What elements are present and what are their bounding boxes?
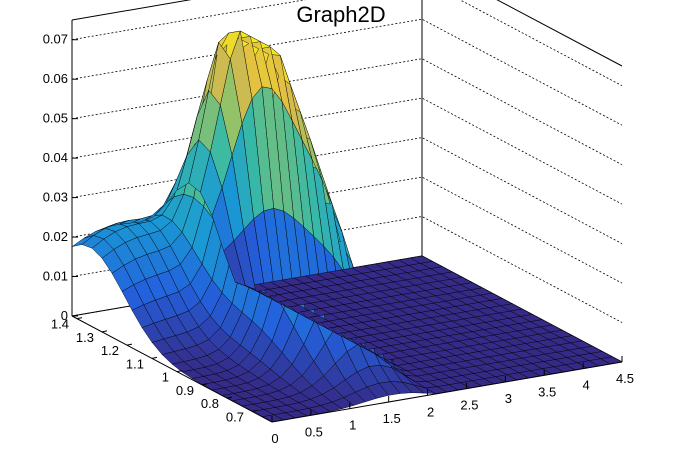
y-tick-mark-7 xyxy=(76,317,83,320)
z-tick-label: 0.03 xyxy=(43,190,68,205)
surface-mesh xyxy=(71,30,623,423)
x-tick-label: 3.5 xyxy=(538,384,556,399)
axis-ticks: 0 0.01 0.02 0.03 0.04 0.05 0.06 0.07 0 0.5 1 1.5 2 2.… xyxy=(43,32,634,446)
x-tick-label: 1.5 xyxy=(383,411,401,426)
z-tick-label: 0.06 xyxy=(43,71,68,86)
y-tick-label: 1.4 xyxy=(51,317,69,332)
surface-cell-599 xyxy=(71,235,94,247)
y-tick-label: 1.1 xyxy=(126,356,144,371)
y-tick-label: 0.9 xyxy=(176,383,194,398)
x-tick-label: 2 xyxy=(427,404,434,419)
y-tick-mark-2 xyxy=(201,383,208,386)
chart-title: Graph2D xyxy=(296,2,385,27)
axis-line-1 xyxy=(271,361,623,423)
x-tick-label: 3 xyxy=(505,391,512,406)
z-tick-label: 0.07 xyxy=(43,32,68,47)
y-tick-mark-5 xyxy=(126,343,133,346)
front-frame xyxy=(71,315,623,423)
z-tick-label: 0.01 xyxy=(43,269,68,284)
z-tick-label: 0.02 xyxy=(43,229,68,244)
frame-edge-1 xyxy=(71,0,192,21)
z-tick-label: 0.05 xyxy=(43,111,68,126)
y-tick-mark-1 xyxy=(226,396,233,399)
y-tick-mark-3 xyxy=(176,370,183,373)
frame-edge-2 xyxy=(496,0,623,67)
z-gridline-5 xyxy=(71,58,623,166)
z-gridline-4 xyxy=(71,97,623,205)
x-tick-label: 1 xyxy=(349,418,356,433)
z-gridline-6 xyxy=(71,18,623,126)
z-tick-label: 0 xyxy=(61,308,68,323)
y-tick-label: 1.2 xyxy=(101,343,119,358)
y-tick-mark-4 xyxy=(151,356,158,359)
y-tick-mark-0 xyxy=(251,409,258,412)
x-tick-label: 0.5 xyxy=(305,424,323,439)
x-tick-label: 4 xyxy=(582,378,589,393)
y-tick-label: 0.8 xyxy=(201,396,219,411)
y-tick-label: 1.3 xyxy=(76,330,94,345)
axis-line-0 xyxy=(71,315,273,423)
y-tick-mark-6 xyxy=(101,330,108,333)
z-tick-label: 0.04 xyxy=(43,150,68,165)
y-tick-label: 1 xyxy=(162,370,169,385)
x-tick-label: 2.5 xyxy=(460,398,478,413)
x-tick-label: 4.5 xyxy=(616,371,634,386)
x-tick-label: 0 xyxy=(271,431,278,446)
y-tick-label: 0.7 xyxy=(226,409,244,424)
